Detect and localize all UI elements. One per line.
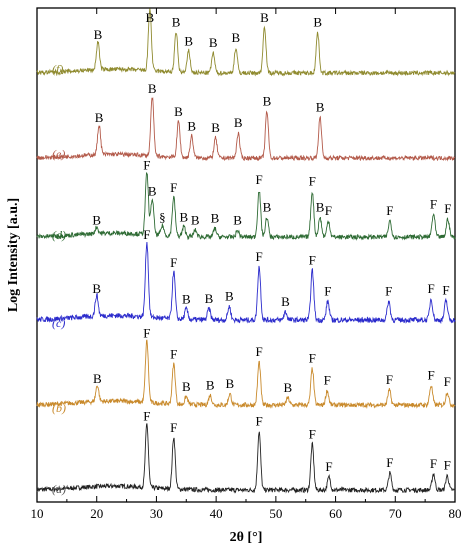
x-tick-label-70: 70 <box>389 506 402 521</box>
peak-label-b-4: B <box>206 377 215 392</box>
peak-label-f-6: B <box>260 10 269 25</box>
peak-label-b-1: F <box>143 325 150 340</box>
peak-label-a-7: F <box>444 458 451 473</box>
peak-label-b-5: B <box>226 376 235 391</box>
peak-label-b-10: F <box>386 372 393 387</box>
peak-label-d-4: F <box>170 180 177 195</box>
peak-label-f-3: B <box>184 33 193 48</box>
peak-label-b-7: B <box>283 380 292 395</box>
peak-label-a-2: F <box>256 414 263 429</box>
peak-label-e-0: B <box>95 110 104 125</box>
series-label-b: (b) <box>52 401 66 415</box>
peak-label-d-12: B <box>316 200 325 215</box>
peak-label-d-11: F <box>309 174 316 189</box>
peak-label-f-1: B <box>146 10 155 25</box>
series-label-d: (d) <box>52 228 66 242</box>
peak-label-d-10: B <box>263 200 272 215</box>
peak-label-b-2: F <box>170 347 177 362</box>
peak-label-c-7: B <box>281 294 290 309</box>
x-tick-label-10: 10 <box>31 506 44 521</box>
peak-label-d-16: F <box>444 201 451 216</box>
series-label-c: (c) <box>52 316 65 330</box>
peak-label-d-2: B <box>148 183 157 198</box>
x-axis-title: 2θ [°] <box>230 530 263 545</box>
peak-label-c-12: F <box>442 283 449 298</box>
peak-label-d-8: B <box>233 213 242 228</box>
peak-label-b-8: F <box>309 351 316 366</box>
peak-label-e-1: B <box>148 81 157 96</box>
peak-label-b-9: F <box>324 373 331 388</box>
peak-label-d-9: F <box>256 172 263 187</box>
y-axis-title: Log Intensity [a.u.] <box>6 198 21 312</box>
x-axis: 10 20 30 40 50 60 70 80 <box>31 8 462 521</box>
peak-label-a-5: F <box>386 455 393 470</box>
peak-label-e-4: B <box>211 120 220 135</box>
peak-label-c-11: F <box>427 281 434 296</box>
series-line-f <box>36 8 456 77</box>
peak-label-e-3: B <box>187 118 196 133</box>
x-tick-label-50: 50 <box>269 506 282 521</box>
peak-label-b-6: F <box>256 344 263 359</box>
peak-label-e-6: B <box>263 94 272 109</box>
peak-label-d-15: F <box>430 196 437 211</box>
x-tick-label-80: 80 <box>449 506 462 521</box>
peak-label-d-1: F <box>143 157 150 172</box>
series-group <box>36 8 456 494</box>
peak-label-d-6: B <box>191 213 200 228</box>
peak-label-a-1: F <box>170 420 177 435</box>
series-label-group: (a) (b) (c) (d) (e) (f) <box>52 62 66 496</box>
peak-label-f-0: B <box>94 27 103 42</box>
peak-label-b-11: F <box>427 368 434 383</box>
peak-label-b-12: F <box>444 374 451 389</box>
peak-label-d-7: B <box>211 211 220 226</box>
x-tick-label-60: 60 <box>329 506 342 521</box>
peak-label-c-2: F <box>170 255 177 270</box>
peak-label-e-5: B <box>234 115 243 130</box>
peak-label-d-14: F <box>386 203 393 218</box>
peak-label-a-6: F <box>430 456 437 471</box>
series-label-a: (a) <box>52 482 66 496</box>
peak-label-c-3: B <box>182 292 191 307</box>
peak-label-d-0: B <box>92 213 101 228</box>
peak-label-e-7: B <box>316 100 325 115</box>
peak-label-d-5: B <box>180 209 189 224</box>
peak-label-f-5: B <box>232 30 241 45</box>
peak-label-c-0: B <box>92 281 101 296</box>
peak-label-a-0: F <box>143 408 150 423</box>
x-tick-label-20: 20 <box>90 506 103 521</box>
x-tick-label-30: 30 <box>150 506 163 521</box>
series-line-a <box>36 423 456 494</box>
peak-label-c-8: F <box>309 253 316 268</box>
peak-label-c-9: F <box>324 283 331 298</box>
series-line-c <box>36 242 456 325</box>
series-line-d <box>36 172 456 241</box>
peak-label-f-2: B <box>172 15 181 30</box>
series-line-e <box>36 97 456 162</box>
peak-label-a-3: F <box>309 427 316 442</box>
peak-label-c-6: F <box>256 249 263 264</box>
peak-label-a-4: F <box>325 459 332 474</box>
peak-label-c-4: B <box>205 291 214 306</box>
series-label-e: (e) <box>52 147 65 161</box>
x-tick-label-40: 40 <box>210 506 223 521</box>
peak-label-d-13: F <box>325 203 332 218</box>
peak-label-d-3: § <box>159 209 166 224</box>
series-line-b <box>36 339 456 410</box>
peak-label-e-2: B <box>174 104 183 119</box>
peak-label-c-10: F <box>385 283 392 298</box>
peak-label-b-0: B <box>93 371 102 386</box>
peak-label-b-3: B <box>182 379 191 394</box>
peak-label-f-7: B <box>313 15 322 30</box>
peak-label-f-4: B <box>209 35 218 50</box>
peak-label-c-1: F <box>143 227 150 242</box>
peak-label-c-5: B <box>225 289 234 304</box>
series-label-f: (f) <box>52 62 63 76</box>
